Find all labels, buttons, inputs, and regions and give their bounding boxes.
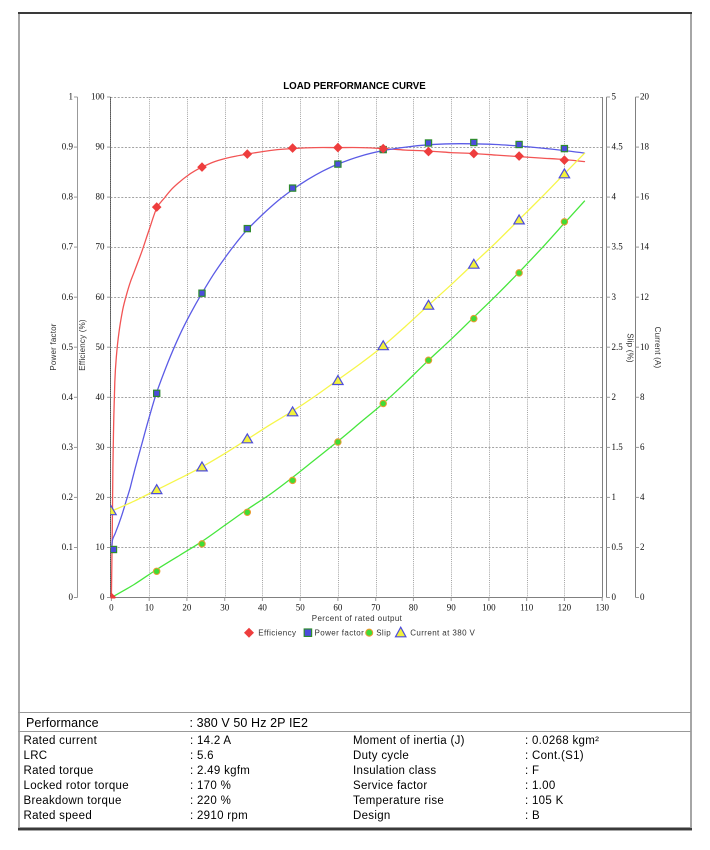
- svg-text:1.5: 1.5: [612, 442, 624, 452]
- svg-text:12: 12: [640, 292, 649, 302]
- svg-text:1: 1: [612, 492, 617, 502]
- svg-text:50: 50: [96, 342, 106, 352]
- svg-text:4: 4: [612, 192, 617, 202]
- svg-text:Power factor: Power factor: [49, 323, 58, 370]
- svg-text:120: 120: [558, 603, 572, 613]
- svg-text:100: 100: [482, 603, 496, 613]
- svg-text:90: 90: [96, 142, 106, 152]
- svg-text:10: 10: [96, 542, 106, 552]
- svg-text:Percent of rated output: Percent of rated output: [312, 614, 403, 623]
- svg-text:1: 1: [69, 92, 74, 102]
- svg-text:0.8: 0.8: [62, 192, 74, 202]
- svg-text:10: 10: [145, 603, 155, 613]
- svg-text:8: 8: [640, 392, 645, 402]
- svg-text:110: 110: [520, 603, 534, 613]
- svg-text:50: 50: [296, 603, 306, 613]
- svg-text:30: 30: [220, 603, 230, 613]
- svg-text:130: 130: [595, 603, 609, 613]
- svg-text:LOAD PERFORMANCE CURVE: LOAD PERFORMANCE CURVE: [283, 81, 426, 92]
- svg-text:16: 16: [640, 192, 650, 202]
- svg-text:60: 60: [333, 603, 343, 613]
- svg-text:30: 30: [96, 442, 106, 452]
- svg-text:100: 100: [91, 92, 105, 102]
- svg-text:0: 0: [109, 603, 114, 613]
- svg-text:0.2: 0.2: [62, 492, 73, 502]
- svg-text:3.5: 3.5: [612, 242, 624, 252]
- svg-text:14: 14: [640, 242, 650, 252]
- svg-text:0: 0: [612, 592, 617, 602]
- svg-text:0: 0: [640, 592, 645, 602]
- svg-text:4.5: 4.5: [612, 142, 624, 152]
- svg-text:0: 0: [69, 592, 74, 602]
- svg-text:2: 2: [640, 542, 645, 552]
- svg-text:0.5: 0.5: [62, 342, 74, 352]
- svg-text:40: 40: [96, 392, 106, 402]
- svg-text:80: 80: [409, 603, 419, 613]
- svg-text:0: 0: [100, 592, 105, 602]
- svg-text:0.1: 0.1: [62, 542, 73, 552]
- svg-text:20: 20: [182, 603, 192, 613]
- svg-text:0.5: 0.5: [612, 542, 624, 552]
- svg-text:20: 20: [96, 492, 106, 502]
- svg-text:Slip (%): Slip (%): [626, 333, 635, 363]
- svg-text:Efficiency: Efficiency: [258, 628, 296, 637]
- svg-text:10: 10: [640, 342, 650, 352]
- svg-text:Power factor: Power factor: [315, 628, 365, 637]
- svg-text:40: 40: [258, 603, 268, 613]
- svg-text:0.4: 0.4: [62, 392, 74, 402]
- svg-text:3: 3: [612, 292, 617, 302]
- svg-text:20: 20: [640, 92, 650, 102]
- svg-text:2: 2: [612, 392, 617, 402]
- svg-text:18: 18: [640, 142, 650, 152]
- svg-text:2.5: 2.5: [612, 342, 624, 352]
- svg-text:80: 80: [96, 192, 106, 202]
- svg-text:0.7: 0.7: [62, 242, 74, 252]
- svg-text:0.3: 0.3: [62, 442, 74, 452]
- svg-text:Slip: Slip: [376, 628, 391, 637]
- svg-text:4: 4: [640, 492, 645, 502]
- svg-text:90: 90: [447, 603, 457, 613]
- svg-text:Efficiency (%): Efficiency (%): [78, 319, 87, 371]
- svg-text:Current (A): Current (A): [653, 327, 662, 369]
- svg-text:0.9: 0.9: [62, 142, 74, 152]
- svg-text:Current at 380 V: Current at 380 V: [410, 628, 475, 637]
- svg-text:6: 6: [640, 442, 645, 452]
- svg-text:60: 60: [96, 292, 106, 302]
- svg-text:5: 5: [612, 92, 617, 102]
- svg-text:70: 70: [96, 242, 106, 252]
- svg-text:0.6: 0.6: [62, 292, 74, 302]
- svg-text:70: 70: [371, 603, 381, 613]
